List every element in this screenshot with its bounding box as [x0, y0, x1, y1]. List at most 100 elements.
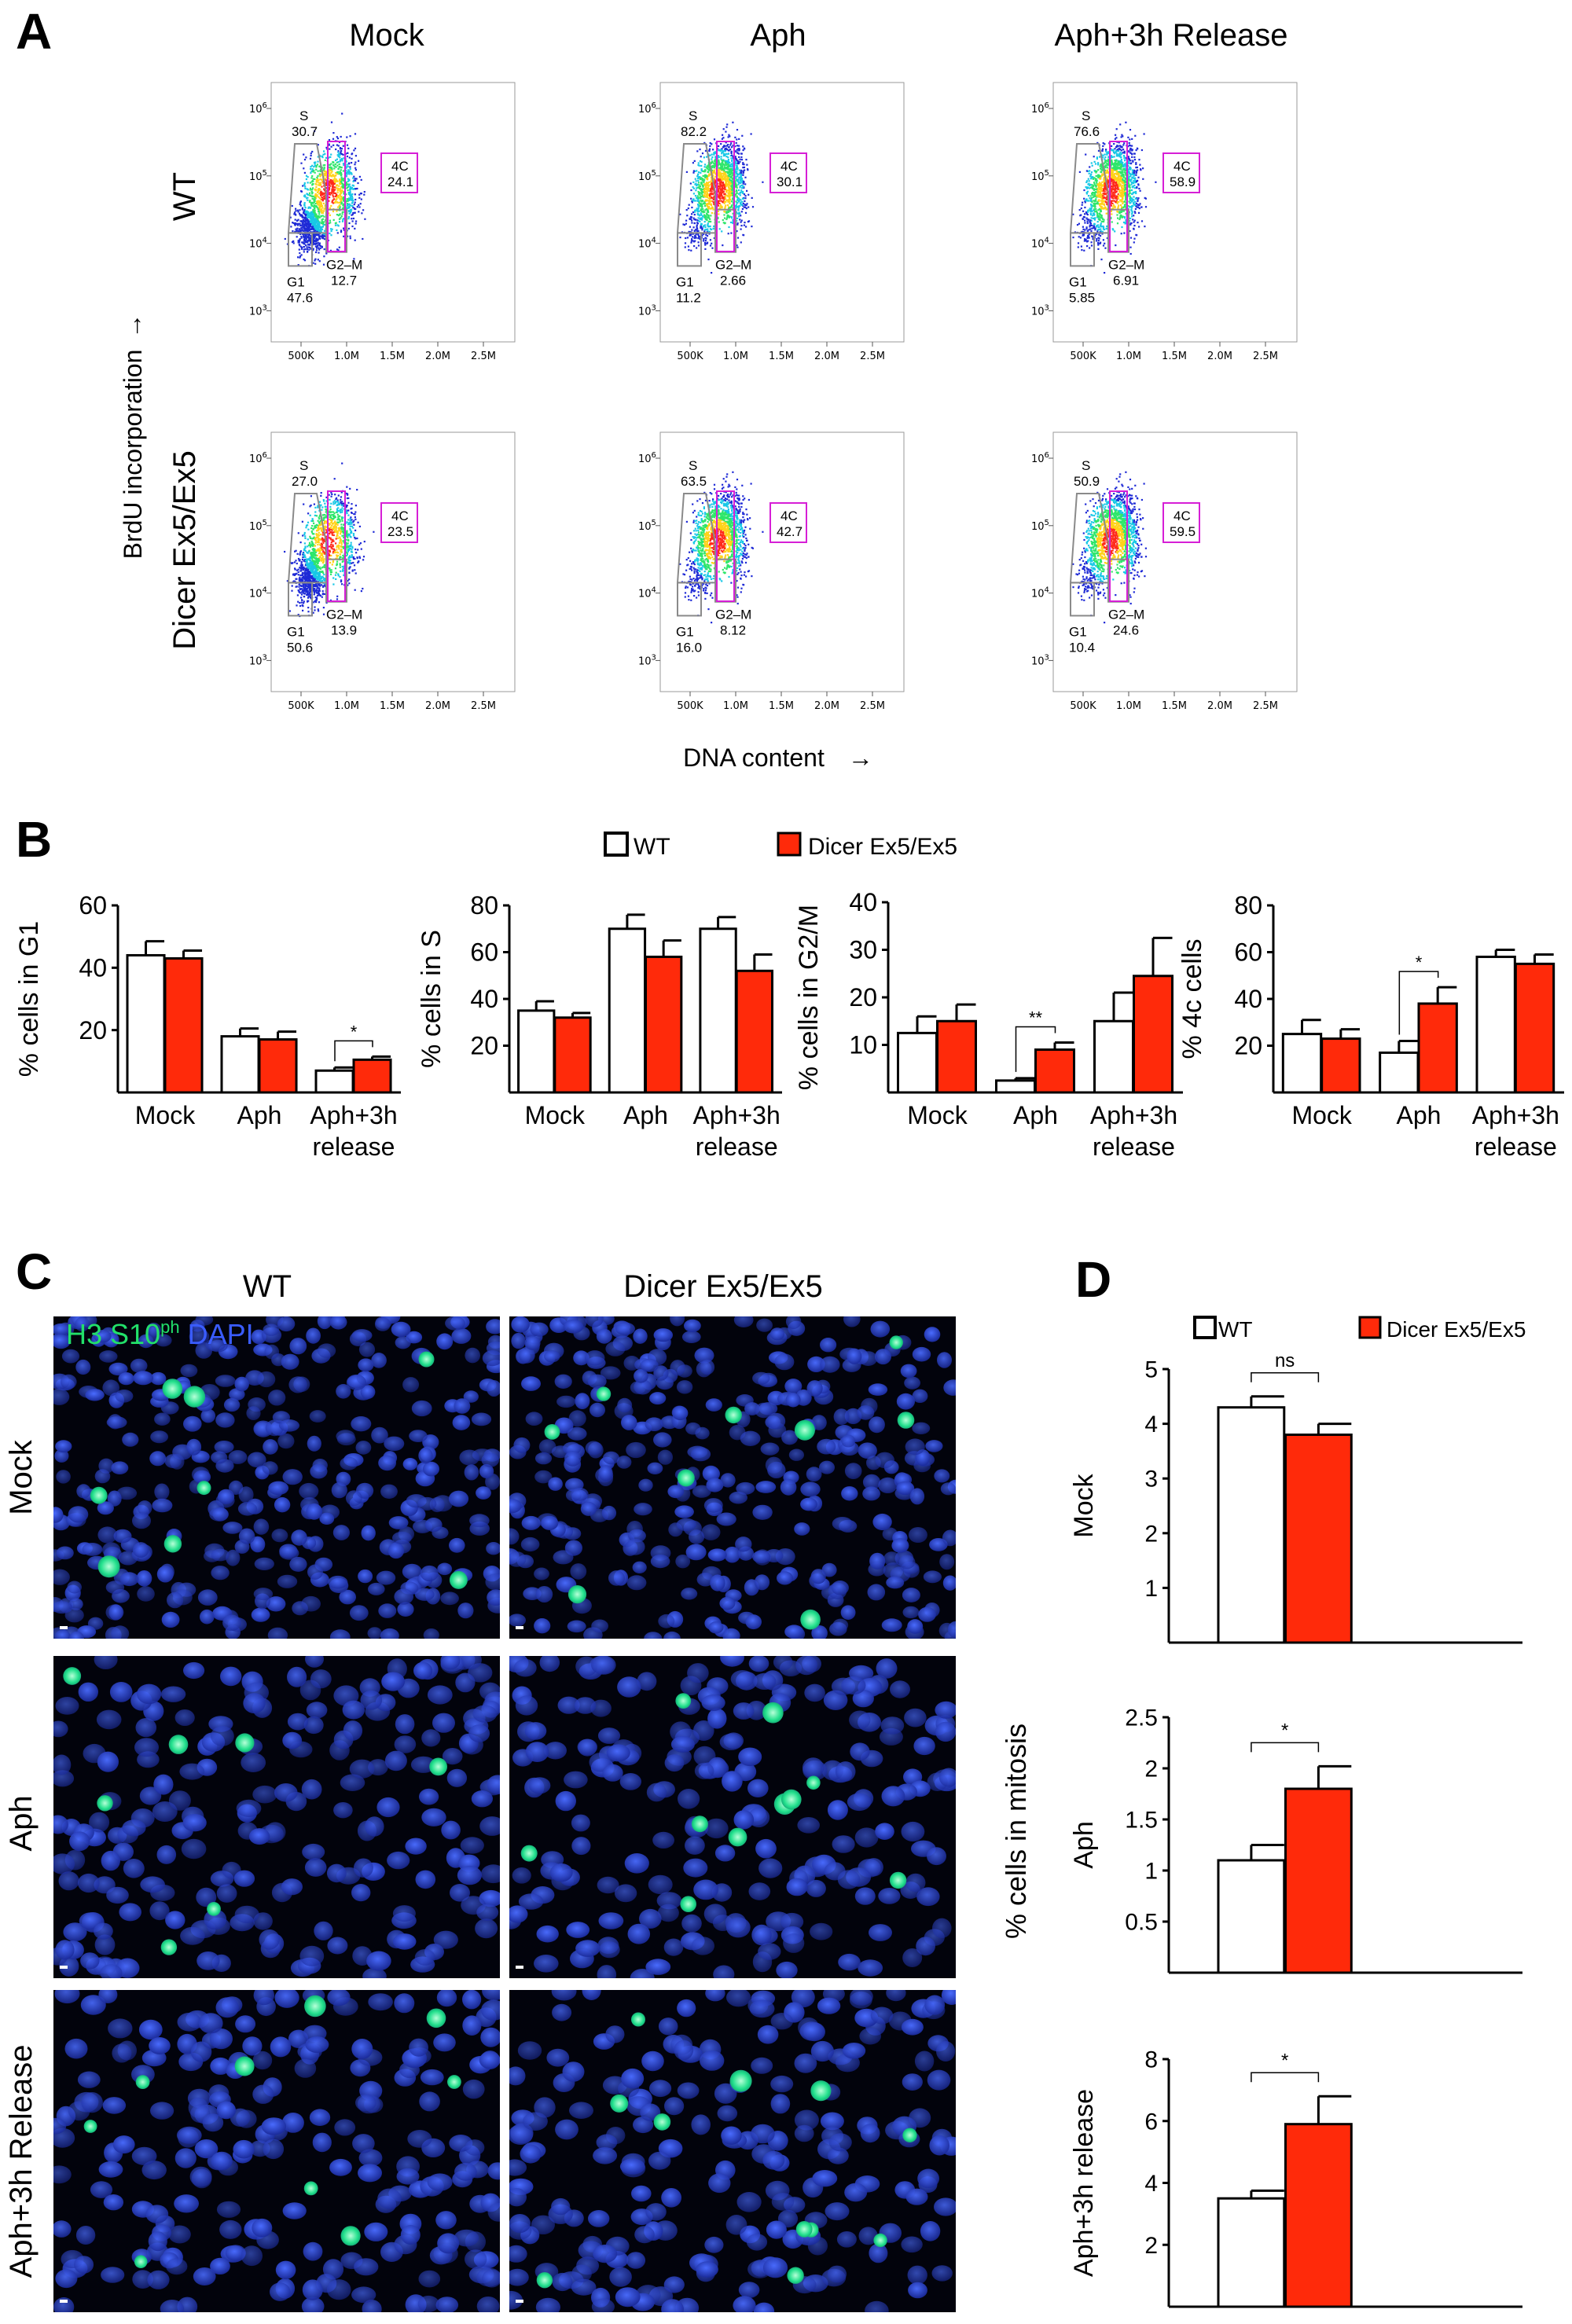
flow-dot — [711, 206, 714, 208]
flow-dot — [314, 195, 317, 197]
flow-dot — [701, 179, 703, 182]
flow-dot — [737, 178, 740, 181]
flow-dot — [1130, 189, 1133, 192]
flow-dot — [347, 165, 349, 168]
flow-dot — [708, 200, 711, 203]
flow-dot — [737, 209, 740, 211]
flow-dot — [346, 163, 348, 166]
flow-dot — [711, 272, 713, 274]
flow-dot — [309, 216, 311, 218]
flow-dot — [709, 145, 711, 147]
flow-dot — [703, 229, 706, 231]
flow-dot — [1136, 234, 1138, 237]
flow-dot — [725, 204, 727, 207]
flow-dot — [1135, 202, 1137, 204]
flow-dot — [338, 196, 340, 199]
flow-dot — [1129, 202, 1131, 204]
flow-dot — [696, 207, 698, 210]
flow-dot — [1082, 234, 1084, 237]
flow-dot — [1125, 163, 1127, 167]
flow-dot — [1129, 160, 1132, 162]
flow-dot — [718, 187, 721, 189]
flow-dot — [334, 181, 336, 183]
flow-dot — [1101, 188, 1104, 190]
flow-dot — [300, 254, 303, 256]
gate-s — [1069, 143, 1109, 234]
flow-dot — [315, 249, 318, 251]
flow-dot — [1119, 151, 1122, 153]
flow-dot — [1087, 178, 1089, 180]
flow-dot — [341, 160, 343, 162]
flow-dot — [740, 191, 742, 194]
flow-dot — [730, 176, 733, 178]
flow-dot — [1127, 145, 1129, 148]
flow-dot — [683, 224, 686, 226]
flow-dot — [722, 128, 725, 130]
flow-dot — [1104, 160, 1107, 163]
flow-dot — [1124, 187, 1126, 189]
flow-dot — [730, 171, 733, 173]
flow-dot — [1129, 191, 1131, 193]
flow-dot — [310, 212, 313, 215]
flow-dot — [1096, 157, 1098, 160]
flow-dot — [337, 194, 340, 197]
flow-plot-frame — [1052, 82, 1298, 343]
flow-dot — [314, 229, 317, 231]
flow-dot — [1096, 192, 1099, 194]
flow-dot — [1104, 206, 1107, 208]
flow-dot — [354, 201, 356, 204]
flow-dot — [309, 157, 312, 160]
flow-dot — [338, 202, 340, 204]
flow-dot — [724, 175, 726, 178]
flow-dot — [710, 207, 713, 210]
flow-dot — [1097, 169, 1100, 171]
flow-dot — [353, 175, 355, 178]
flow-dot — [332, 180, 334, 182]
flow-dot — [323, 229, 326, 232]
flow-dot — [737, 207, 740, 209]
flow-dot — [705, 194, 707, 196]
flow-dot — [1085, 181, 1088, 183]
flow-dot — [741, 207, 744, 210]
flow-dot — [737, 160, 740, 163]
flow-dot — [701, 178, 703, 180]
flow-dot — [1100, 210, 1102, 212]
flow-dot — [347, 147, 350, 149]
flow-dot — [718, 213, 720, 215]
flow-dot — [729, 190, 732, 193]
flow-dot — [1115, 170, 1118, 172]
flow-dot — [340, 176, 343, 178]
flow-dot — [736, 220, 738, 222]
flow-dot — [717, 217, 719, 219]
flow-dot — [310, 166, 312, 168]
flow-dot — [1133, 225, 1136, 227]
flow-dot — [1113, 182, 1115, 184]
flow-dot — [1090, 171, 1093, 174]
flow-dot — [323, 195, 325, 197]
gate-value-s: 76.6 — [1074, 124, 1100, 139]
flow-dot — [722, 196, 724, 199]
flow-dot — [1144, 196, 1146, 199]
flow-dot — [1114, 186, 1117, 189]
flow-dot — [719, 182, 722, 184]
flow-dot — [736, 152, 739, 154]
flow-dot — [1085, 217, 1088, 219]
flow-dot — [699, 187, 701, 189]
flow-dot — [1135, 167, 1137, 169]
flow-dot — [690, 197, 692, 200]
flow-dot — [352, 217, 354, 220]
flow-dot — [293, 223, 296, 226]
flow-dot — [1089, 178, 1093, 180]
flow-dot — [1118, 211, 1121, 213]
flow-dot — [340, 229, 343, 232]
flow-dot — [742, 182, 744, 185]
flow-dot — [1086, 180, 1089, 182]
flow-dot — [1093, 226, 1095, 228]
flow-dot — [348, 170, 351, 172]
flow-dot — [703, 171, 707, 173]
flow-dot — [1129, 246, 1132, 248]
flow-dot — [1137, 211, 1140, 214]
flow-dot — [1134, 200, 1137, 203]
flow-dot — [693, 245, 696, 248]
flow-dot — [354, 211, 356, 214]
